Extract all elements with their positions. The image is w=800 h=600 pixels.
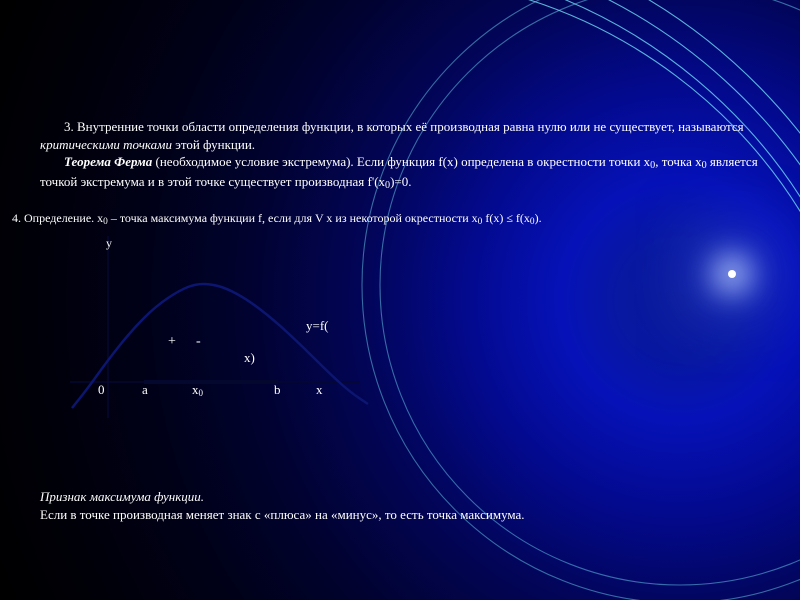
p1-text-e: (необходимое условие экстремума). Если ф… [152,154,650,169]
p2-text-b: – точка максимума функции f, если для V … [108,211,478,225]
plus-sign: + [168,334,176,350]
axis-b: b [274,382,281,398]
p1-theorem: Теорема Ферма [64,154,152,169]
p1-text-f: , точка x [655,154,701,169]
axis-a: a [142,382,148,398]
p2-text-c: f(x) ≤ f(x [482,211,530,225]
axis-x: x [316,382,323,398]
slide-body: 3. Внутренние точки области определения … [0,0,800,600]
p3-title: Признак максимума функции. [40,489,204,504]
p1-text-a: 3. Внутренние точки области определения … [64,119,744,134]
p3-body: Если в точке производная меняет знак с «… [40,507,525,522]
p1-italic-b: критическими точками [40,137,172,152]
paragraph-3: 3. Внутренние точки области определения … [40,118,760,192]
p1-text-c: этой функции. [172,137,255,152]
maximum-criterion: Признак максимума функции. Если в точке … [40,488,760,524]
y-axis-label: y [106,236,112,251]
curve-eq-label2: x) [244,350,255,366]
p1-text-h: )=0. [390,174,411,189]
maximum-chart: y y=f( x) + - 0 a x0 b x [60,232,460,422]
axis-x0: x0 [192,382,203,398]
minus-sign: - [196,334,201,350]
curve-eq-label: y=f( [306,318,329,334]
p2-text-d: ). [535,211,542,225]
p2-text-a: 4. Определение. x [12,211,103,225]
axis-origin: 0 [98,382,105,398]
paragraph-4: 4. Определение. x0 – точка максимума фун… [12,211,782,228]
